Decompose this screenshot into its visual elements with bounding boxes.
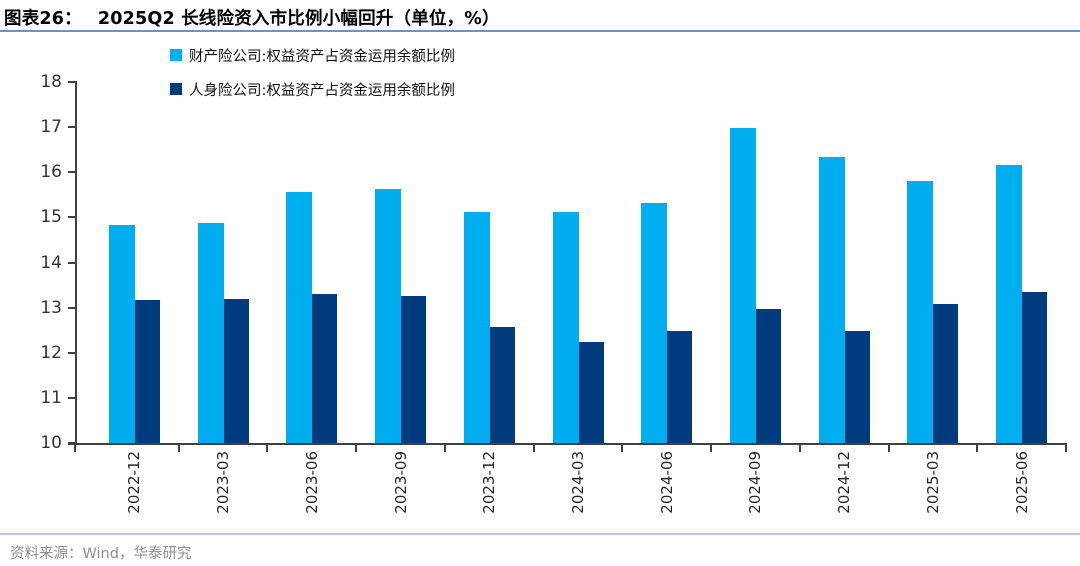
bar-group-2023-09: [356, 82, 445, 443]
y-axis-tick: [68, 261, 76, 264]
legend-item-life-insurers: 人身险公司:权益资产占资金运用余额比例: [170, 81, 455, 99]
x-axis-tick: [266, 445, 269, 452]
x-axis-label: 2023-12: [480, 451, 499, 514]
x-axis-tick: [355, 445, 358, 452]
x-axis-label: 2024-03: [569, 451, 587, 514]
x-axis-tick: [177, 445, 180, 452]
x-axis-label: 2024-09: [746, 451, 765, 514]
bar-group-2025-03: [889, 82, 978, 443]
figure-bottom-line: [0, 533, 1080, 535]
y-axis-tick-label: 13: [40, 297, 62, 318]
plot-area: [90, 82, 1066, 443]
data-source-note: 资料来源：Wind，华泰研究: [10, 546, 192, 562]
figure-title-text: 2025Q2 长线险资入市比例小幅回升（单位，%）: [97, 9, 500, 29]
y-axis-tick: [68, 171, 76, 174]
x-axis-label: 2023-03: [214, 451, 233, 514]
y-axis-tick-label: 16: [40, 162, 62, 183]
x-axis-tick: [798, 445, 801, 452]
bar-life-insurers: [223, 298, 249, 443]
x-axis-label: 2025-03: [923, 451, 942, 514]
x-axis-label: 2023-09: [391, 451, 410, 514]
y-axis-tick-label: 10: [40, 433, 62, 453]
bar-life-insurers: [489, 326, 515, 443]
bar-property-insurers: [108, 225, 135, 443]
x-axis-label: 2024-12: [835, 451, 854, 514]
bar-property-insurers: [641, 202, 668, 443]
x-axis-label: 2023-06: [302, 451, 321, 514]
bar-property-insurers: [286, 192, 313, 443]
bar-group-2022-12: [90, 82, 179, 443]
legend-label: 财产险公司:权益资产占资金运用余额比例: [189, 48, 455, 65]
x-axis-line: [68, 443, 1067, 445]
x-axis-tick: [74, 445, 76, 452]
bar-group-2024-06: [622, 82, 711, 443]
x-axis-tick: [1065, 445, 1067, 452]
bar-life-insurers: [756, 309, 781, 443]
bar-group-2024-09: [711, 82, 800, 443]
bar-life-insurers: [1022, 292, 1048, 443]
bar-group-2023-06: [267, 82, 356, 443]
bar-group-2024-12: [800, 82, 889, 443]
x-axis-tick: [443, 445, 446, 452]
x-axis-label: 2022-12: [125, 451, 144, 514]
y-axis-tick-label: 15: [40, 207, 62, 228]
x-axis-tick: [710, 445, 713, 452]
bar-life-insurers: [401, 295, 427, 443]
figure-number: 图表26：: [4, 9, 82, 29]
y-axis-tick: [68, 351, 76, 354]
legend-label: 人身险公司:权益资产占资金运用余额比例: [189, 82, 455, 99]
bar-group-2024-03: [534, 82, 623, 443]
x-axis-tick: [532, 445, 535, 452]
bar-property-insurers: [730, 128, 756, 443]
y-axis-line: [75, 81, 77, 445]
bar-group-2025-06: [977, 82, 1066, 443]
bar-life-insurers: [844, 330, 870, 443]
legend-swatch-icon: [170, 83, 182, 95]
bar-life-insurers: [134, 300, 160, 443]
bar-property-insurers: [463, 212, 490, 443]
bar-property-insurers: [818, 157, 845, 443]
bar-property-insurers: [907, 180, 934, 443]
bar-property-insurers: [552, 211, 579, 443]
figure-title: 图表26： 2025Q2 长线险资入市比例小幅回升（单位，%）: [4, 5, 500, 30]
y-axis-tick: [68, 306, 76, 309]
y-axis-tick-label: 12: [40, 342, 62, 363]
y-axis-tick-label: 17: [40, 117, 62, 138]
title-divider-line: [0, 30, 1080, 32]
x-axis-tick: [887, 445, 890, 452]
bar-group-2023-03: [179, 82, 268, 443]
bar-life-insurers: [667, 331, 693, 443]
y-axis-tick: [68, 442, 76, 444]
bar-property-insurers: [375, 188, 402, 443]
x-axis-label: 2025-06: [1012, 451, 1031, 514]
bar-life-insurers: [312, 294, 338, 443]
legend-item-property-insurers: 财产险公司:权益资产占资金运用余额比例: [170, 47, 455, 65]
x-axis-tick: [621, 445, 624, 452]
legend-swatch-icon: [170, 49, 182, 61]
y-axis-tick: [68, 216, 76, 219]
x-axis-label: 2024-06: [657, 451, 676, 514]
y-axis-tick: [68, 81, 76, 83]
y-axis-tick-label: 11: [40, 387, 62, 408]
bar-group-2023-12: [445, 82, 534, 443]
y-axis-tick-label: 18: [40, 72, 62, 92]
y-axis-tick: [68, 396, 76, 399]
bar-property-insurers: [197, 222, 224, 443]
bar-property-insurers: [996, 165, 1023, 443]
bar-life-insurers: [578, 341, 604, 443]
x-axis-tick: [976, 445, 979, 452]
bar-life-insurers: [933, 304, 959, 443]
y-axis-tick-label: 14: [40, 252, 62, 273]
y-axis-tick: [68, 126, 76, 129]
